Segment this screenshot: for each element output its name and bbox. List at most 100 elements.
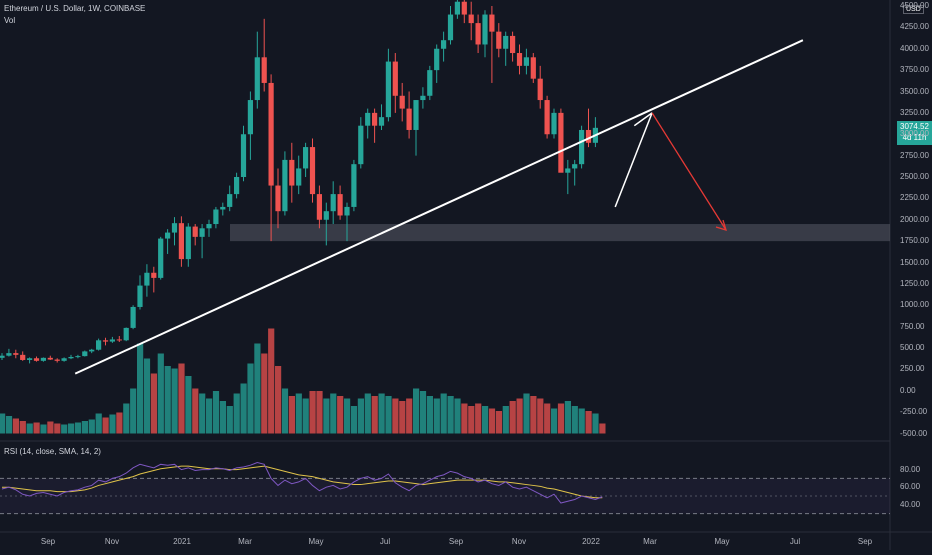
candle-body	[447, 14, 454, 41]
price-tick-label: 3500.00	[900, 86, 929, 96]
candle-body	[178, 223, 184, 260]
volume-bar	[447, 396, 454, 434]
candle-body	[61, 358, 67, 361]
volume-bar	[150, 373, 157, 434]
projection-arrow	[651, 112, 727, 231]
candle-body	[68, 356, 74, 359]
price-tick-label: 1000.00	[900, 300, 929, 310]
volume-bar	[61, 424, 68, 434]
candle-body	[254, 57, 260, 101]
candle-body	[385, 61, 391, 118]
candle-body	[309, 147, 316, 195]
volume-bar	[371, 396, 378, 434]
rsi-label: RSI (14, close, SMA, 14, 2)	[4, 447, 101, 456]
currency-badge[interactable]: USD	[903, 5, 924, 14]
candle-body	[82, 351, 88, 357]
volume-bar	[413, 388, 420, 434]
candle-body	[378, 117, 385, 126]
time-tick-label: 2021	[173, 537, 191, 546]
candle-body	[572, 164, 578, 169]
volume-bar	[116, 412, 123, 434]
candle-body	[54, 359, 60, 361]
volume-bar	[537, 398, 544, 434]
candle-body	[275, 185, 281, 212]
volume-bar	[95, 413, 102, 434]
volume-bar	[309, 391, 316, 434]
candle-body	[137, 285, 143, 307]
candle-body	[116, 339, 122, 341]
candle-body	[89, 349, 95, 352]
candle-body	[192, 226, 198, 237]
volume-bar	[488, 408, 496, 434]
volume-bar	[40, 424, 47, 434]
volume-bar	[495, 411, 502, 434]
volume-bar	[316, 391, 323, 434]
candle-body	[399, 95, 405, 109]
candle-body	[227, 194, 233, 207]
time-tick-label: Mar	[238, 537, 252, 546]
volume-bar	[192, 388, 199, 434]
volume-bar	[130, 388, 137, 434]
time-tick-label: Jul	[379, 537, 391, 546]
volume-bar	[406, 398, 413, 434]
volume-bar	[268, 328, 275, 434]
price-tick-label: 1250.00	[900, 278, 929, 288]
candle-body	[558, 112, 564, 173]
volume-bar	[440, 393, 447, 434]
volume-bar	[219, 401, 226, 434]
volume-bar	[281, 388, 289, 434]
volume-bar	[12, 418, 19, 434]
volume-bar	[350, 406, 358, 434]
candle-body	[344, 206, 350, 216]
arrow-head	[715, 219, 727, 231]
candle-body	[351, 164, 357, 207]
candle-body	[303, 147, 309, 169]
candle-body	[337, 194, 343, 216]
candle-body	[40, 357, 46, 361]
candle-body	[579, 129, 585, 165]
current-price-tag: 3074.52 4d 11h	[897, 121, 932, 145]
candle-body	[489, 14, 495, 32]
volume-bar	[19, 421, 26, 434]
price-tick-label: 2250.00	[900, 193, 929, 203]
candle-body	[6, 353, 12, 356]
volume-bar	[461, 403, 468, 434]
candle-body	[109, 339, 115, 342]
volume-bar	[226, 406, 233, 434]
price-tick-label: -250.00	[900, 407, 928, 417]
volume-bar	[54, 423, 61, 434]
rsi-tick-label: 60.00	[900, 482, 921, 492]
candle-body	[551, 112, 557, 135]
candle-body	[206, 224, 212, 229]
candle-body	[144, 272, 150, 286]
candle-body	[323, 211, 329, 220]
candle-body	[213, 209, 219, 225]
candle-body	[123, 327, 129, 341]
candle-body	[296, 168, 302, 186]
candle-body	[75, 356, 81, 358]
volume-bar	[571, 406, 578, 434]
price-tick-label: 4250.00	[900, 22, 929, 32]
volume-bar	[551, 408, 558, 434]
volume-bar	[385, 396, 392, 434]
price-tick-label: 250.00	[900, 364, 925, 374]
chart-title: Ethereum / U.S. Dollar, 1W, COINBASE	[4, 4, 146, 13]
volume-bar	[109, 414, 116, 434]
volume-bar	[295, 393, 302, 434]
candle-body	[316, 194, 322, 220]
volume-bar	[288, 396, 295, 434]
volume-bar	[5, 416, 13, 434]
candle-body	[0, 355, 5, 358]
candle-body	[158, 238, 164, 278]
candle-body	[234, 177, 240, 195]
volume-bar	[557, 403, 565, 434]
trendline	[74, 39, 804, 375]
volume-bar	[171, 368, 178, 434]
time-tick-label: Sep	[857, 537, 873, 546]
volume-bar	[88, 419, 95, 434]
candle-body	[565, 168, 571, 173]
volume-bar	[337, 396, 344, 434]
volume-bar	[123, 403, 130, 434]
